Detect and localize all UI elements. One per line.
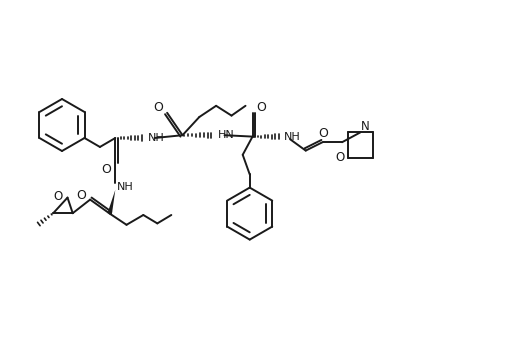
Text: O: O: [153, 101, 163, 114]
Text: O: O: [318, 127, 328, 140]
Text: NH: NH: [117, 182, 133, 192]
Polygon shape: [108, 190, 115, 214]
Text: O: O: [256, 101, 266, 114]
Text: O: O: [334, 151, 344, 164]
Text: N: N: [360, 120, 369, 133]
Text: NH: NH: [284, 132, 300, 142]
Text: O: O: [76, 189, 86, 202]
Text: NH: NH: [147, 133, 164, 143]
Text: O: O: [101, 163, 111, 176]
Text: HN: HN: [218, 130, 234, 140]
Text: O: O: [53, 190, 62, 203]
